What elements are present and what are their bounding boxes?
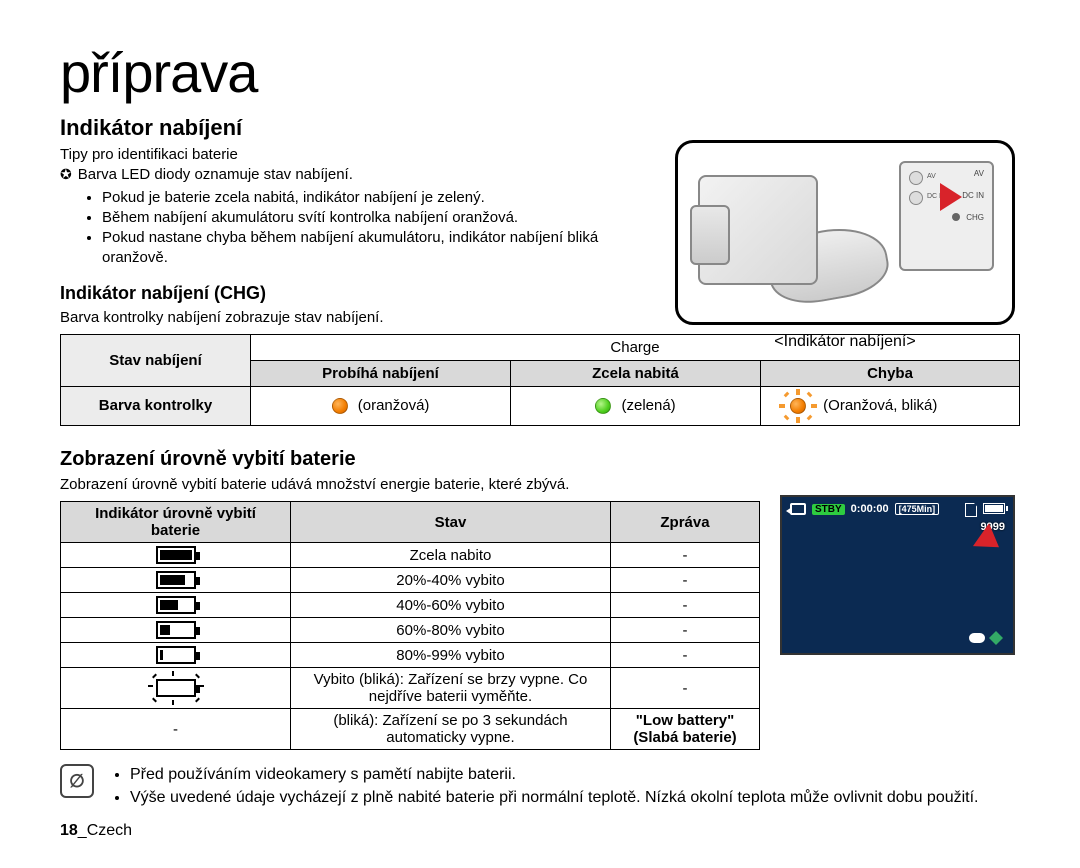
cell-color-label: Barva kontrolky <box>61 386 251 425</box>
charging-bullet-list: Pokud je baterie zcela nabitá, indikátor… <box>60 188 660 269</box>
lcd-screen-preview: STBY 0:00:00 [475Min] 9999 <box>780 495 1015 655</box>
led-blinking-icon <box>781 391 815 421</box>
footer-page-number: 18 <box>60 822 78 839</box>
label-av: AV <box>974 169 984 178</box>
table-row: - (bliká): Zařízení se po 3 sekundách au… <box>61 709 760 750</box>
col-full: Zcela nabitá <box>511 360 761 386</box>
lcd-time: 0:00:00 <box>851 503 889 515</box>
label-dcin: DC IN <box>962 191 984 200</box>
cell-msg: - <box>611 618 760 643</box>
cell-green: (zelená) <box>511 386 761 425</box>
cell-blink: (Oranžová, bliká) <box>761 386 1020 425</box>
lcd-mins: [475Min] <box>895 503 940 515</box>
charging-illustration-wrap: AV DC IN AV DC IN CHG <Indikátor nabíjen… <box>670 140 1020 351</box>
battery-10-icon <box>156 646 196 664</box>
note-icon: ∅ <box>60 764 94 798</box>
cell-msg: - <box>611 568 760 593</box>
battery-small-icon <box>983 503 1005 514</box>
battery-full-icon <box>156 546 196 564</box>
col-state: Stav <box>291 502 611 543</box>
label-chg: CHG <box>966 213 984 222</box>
col-message: Zpráva <box>611 502 760 543</box>
sdcard-icon <box>965 503 977 517</box>
table-row: Zcela nabito - <box>61 543 760 568</box>
note-item: Výše uvedené údaje vycházejí z plně nabi… <box>130 787 979 809</box>
led-green-icon <box>595 398 611 414</box>
col-error: Chyba <box>761 360 1020 386</box>
notes-block: ∅ Před používáním videokamery s pamětí n… <box>60 764 1020 809</box>
tips-label: Tipy pro identifikaci baterie <box>60 145 660 165</box>
led-orange-label: (oranžová) <box>358 397 430 414</box>
cell-msg: - <box>611 593 760 618</box>
battery-blinking-icon <box>148 673 204 703</box>
bullet-item: Pokud nastane chyba během nabíjení akumu… <box>102 228 660 269</box>
cell-state: 80%-99% vybito <box>291 643 611 668</box>
cell-state: 20%-40% vybito <box>291 568 611 593</box>
battery-30-icon <box>156 621 196 639</box>
table-row: 80%-99% vybito - <box>61 643 760 668</box>
cloud-icon <box>969 633 985 643</box>
camera-illustration: AV DC IN AV DC IN CHG <box>675 140 1015 325</box>
cell-msg: - <box>611 543 760 568</box>
low-battery-cz: (Slabá baterie) <box>619 729 751 746</box>
cell-state: 60%-80% vybito <box>291 618 611 643</box>
chg-table-desc: Barva kontrolky nabíjení zobrazuje stav … <box>60 308 660 328</box>
star-icon: ✪ <box>60 165 72 183</box>
table-row: 20%-40% vybito - <box>61 568 760 593</box>
table-row: Vybito (bliká): Zařízení se brzy vypne. … <box>61 668 760 709</box>
illustration-caption: <Indikátor nabíjení> <box>670 333 1020 351</box>
cell-msg: - <box>611 643 760 668</box>
leaf-icon <box>989 631 1003 645</box>
cell-indicator: - <box>61 709 291 750</box>
led-green-label: (zelená) <box>621 397 675 414</box>
footer-sep: _ <box>78 822 87 839</box>
heading-charging-indicator: Indikátor nabíjení <box>60 115 660 141</box>
table-row: 40%-60% vybito - <box>61 593 760 618</box>
led-info-text: Barva LED diody oznamuje stav nabíjení. <box>78 165 353 185</box>
col-indicator: Indikátor úrovně vybití baterie <box>61 502 291 543</box>
led-orange-icon <box>332 398 348 414</box>
low-battery-en: "Low battery" <box>619 712 751 729</box>
cell-state: 40%-60% vybito <box>291 593 611 618</box>
cell-msg: "Low battery" (Slabá baterie) <box>611 709 760 750</box>
cell-msg: - <box>611 668 760 709</box>
table-row: 60%-80% vybito - <box>61 618 760 643</box>
page-title: příprava <box>60 40 1020 105</box>
led-blink-label: (Oranžová, bliká) <box>823 397 937 414</box>
heading-chg-table: Indikátor nabíjení (CHG) <box>60 283 660 304</box>
cell-state: Zcela nabito <box>291 543 611 568</box>
stby-badge: STBY <box>812 504 845 515</box>
battery-50-icon <box>156 596 196 614</box>
cell-state: Vybito (bliká): Zařízení se brzy vypne. … <box>291 668 611 709</box>
manual-page: příprava AV DC IN AV DC IN CHG <Indikáto… <box>0 0 1080 868</box>
discharge-desc: Zobrazení úrovně vybití baterie udává mn… <box>60 475 1020 495</box>
footer-lang: Czech <box>87 822 132 839</box>
camera-panel-closeup: AV DC IN AV DC IN CHG <box>899 161 994 271</box>
page-footer: 18_Czech <box>60 822 132 840</box>
col-charging: Probíhá nabíjení <box>251 360 511 386</box>
bullet-item: Pokud je baterie zcela nabitá, indikátor… <box>102 188 660 208</box>
red-arrow-icon <box>940 183 962 211</box>
battery-level-table: Indikátor úrovně vybití baterie Stav Zpr… <box>60 501 760 750</box>
cell-state-label: Stav nabíjení <box>61 334 251 386</box>
note-item: Před používáním videokamery s pamětí nab… <box>130 764 979 786</box>
bullet-item: Během nabíjení akumulátoru svítí kontrol… <box>102 208 660 228</box>
cell-state: (bliká): Zařízení se po 3 sekundách auto… <box>291 709 611 750</box>
camcorder-icon <box>790 503 806 515</box>
heading-discharge: Zobrazení úrovně vybití baterie <box>60 448 1020 471</box>
battery-70-icon <box>156 571 196 589</box>
cell-orange: (oranžová) <box>251 386 511 425</box>
